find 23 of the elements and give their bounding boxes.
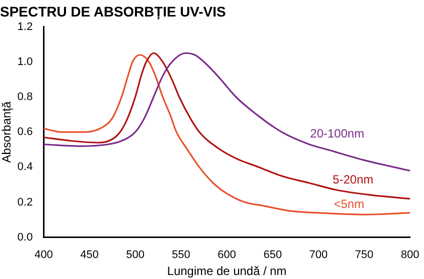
y-tick-label: 1.0 <box>17 56 33 68</box>
series-label: 5-20nm <box>332 172 374 186</box>
series-label: <5nm <box>334 196 364 211</box>
x-tick-label: 750 <box>355 249 374 262</box>
x-tick-label: 550 <box>172 249 190 262</box>
series-label: 20-100nm <box>310 126 364 141</box>
y-tick-label: 0.6 <box>17 126 33 138</box>
y-tick-label: 1.2 <box>17 20 33 33</box>
x-tick-label: 500 <box>126 249 144 262</box>
y-axis-title: Absorbanță <box>0 101 14 163</box>
y-tick-label: 0.0 <box>17 231 33 244</box>
x-tick-label: 650 <box>263 249 282 262</box>
y-tick-label: 0.4 <box>17 161 33 174</box>
x-tick-label: 400 <box>34 249 53 262</box>
x-tick-label: 600 <box>218 249 236 262</box>
chart-title: SPECTRU DE ABSORBȚIE UV-VIS <box>0 3 226 20</box>
x-tick-label: 450 <box>80 249 99 262</box>
x-axis-title: Lungime de undă / nm <box>167 264 287 278</box>
y-tick-label: 0.2 <box>17 196 33 208</box>
line-series <box>44 52 410 172</box>
x-tick-label: 700 <box>309 249 328 262</box>
x-tick-label: 800 <box>400 249 420 262</box>
y-tick-label: 0.8 <box>17 91 33 104</box>
